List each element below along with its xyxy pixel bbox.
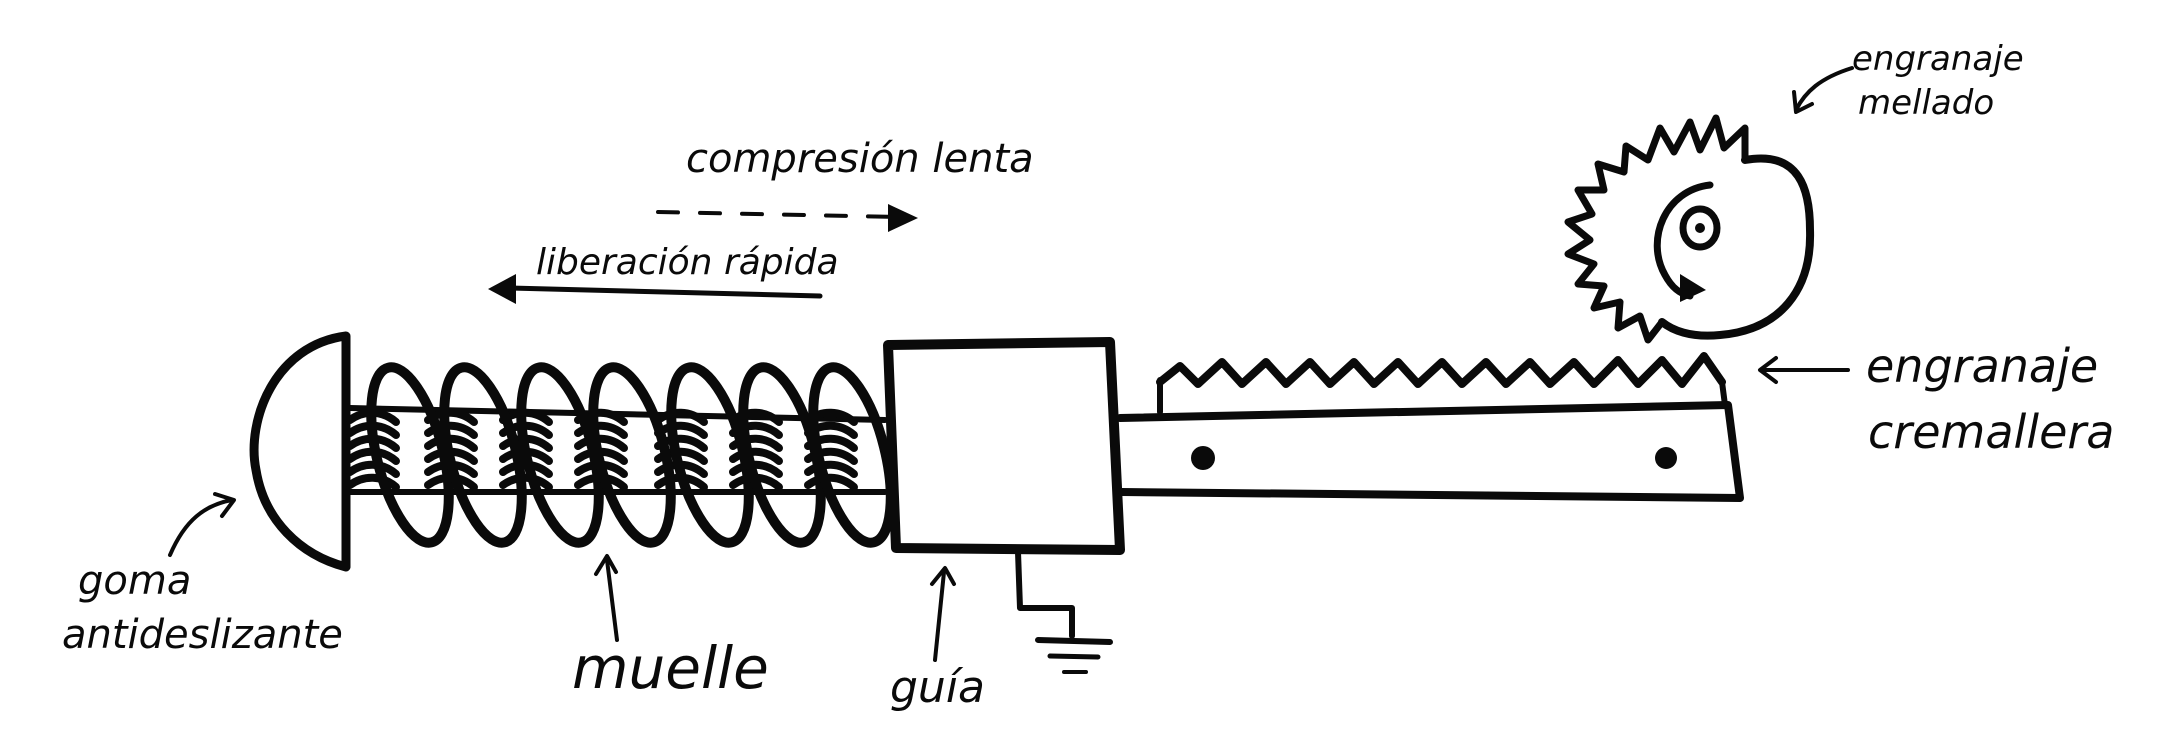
inner-coil-stroke [804,460,858,478]
rack-bolt-left [1191,446,1215,470]
inner-coil-stroke [574,434,628,452]
spring-coils [366,362,896,548]
rack-gear-label-line1: engranaje [1866,339,2098,393]
spring-pointer-arrow [594,554,619,642]
notched-gear-label-line2: mellado [1858,83,1994,123]
rack-gear-label-line2: cremallera [1868,405,2114,459]
gear-rotation-arrowhead [1680,274,1706,302]
inner-coil-stroke [346,460,400,478]
rack-pointer-arrow [1758,356,1850,384]
ground-symbol [1015,549,1113,674]
rubber-end-cap [249,331,351,572]
release-label: liberación rápida [536,242,839,283]
spring-coil [808,362,896,548]
spring-coil [588,362,676,548]
release-arrow [488,274,823,304]
guide-label: guía [890,662,985,713]
compression-arrow [656,204,918,232]
inner-coil-stroke [574,421,628,439]
inner-coil-stroke [424,421,478,439]
inner-coil-stroke [729,447,783,465]
rubber-label-line1: goma [78,558,191,604]
guide-block [883,337,1125,555]
inner-coil-stroke [654,408,708,426]
compression-label: compresión lenta [686,136,1034,182]
rack-bolt-right [1655,447,1677,469]
rack-teeth [1156,352,1726,388]
guide-pointer-arrow [930,566,956,662]
rack-bar [1116,377,1744,502]
inner-coil-stroke [729,460,783,478]
inner-coil-stroke [346,473,400,491]
notched-gear-pointer-arrow [1792,66,1854,114]
spring-label: muelle [572,634,769,702]
notched-gear [1564,114,1815,344]
rubber-pointer-arrow [168,492,236,557]
notched-gear-label-line1: engranaje [1852,39,2024,79]
spring-coil [439,362,527,548]
rubber-label-line2: antideslizante [62,612,343,658]
spring-coil [366,362,454,548]
inner-coil-stroke [499,473,553,491]
inner-coil-stroke [804,473,858,491]
